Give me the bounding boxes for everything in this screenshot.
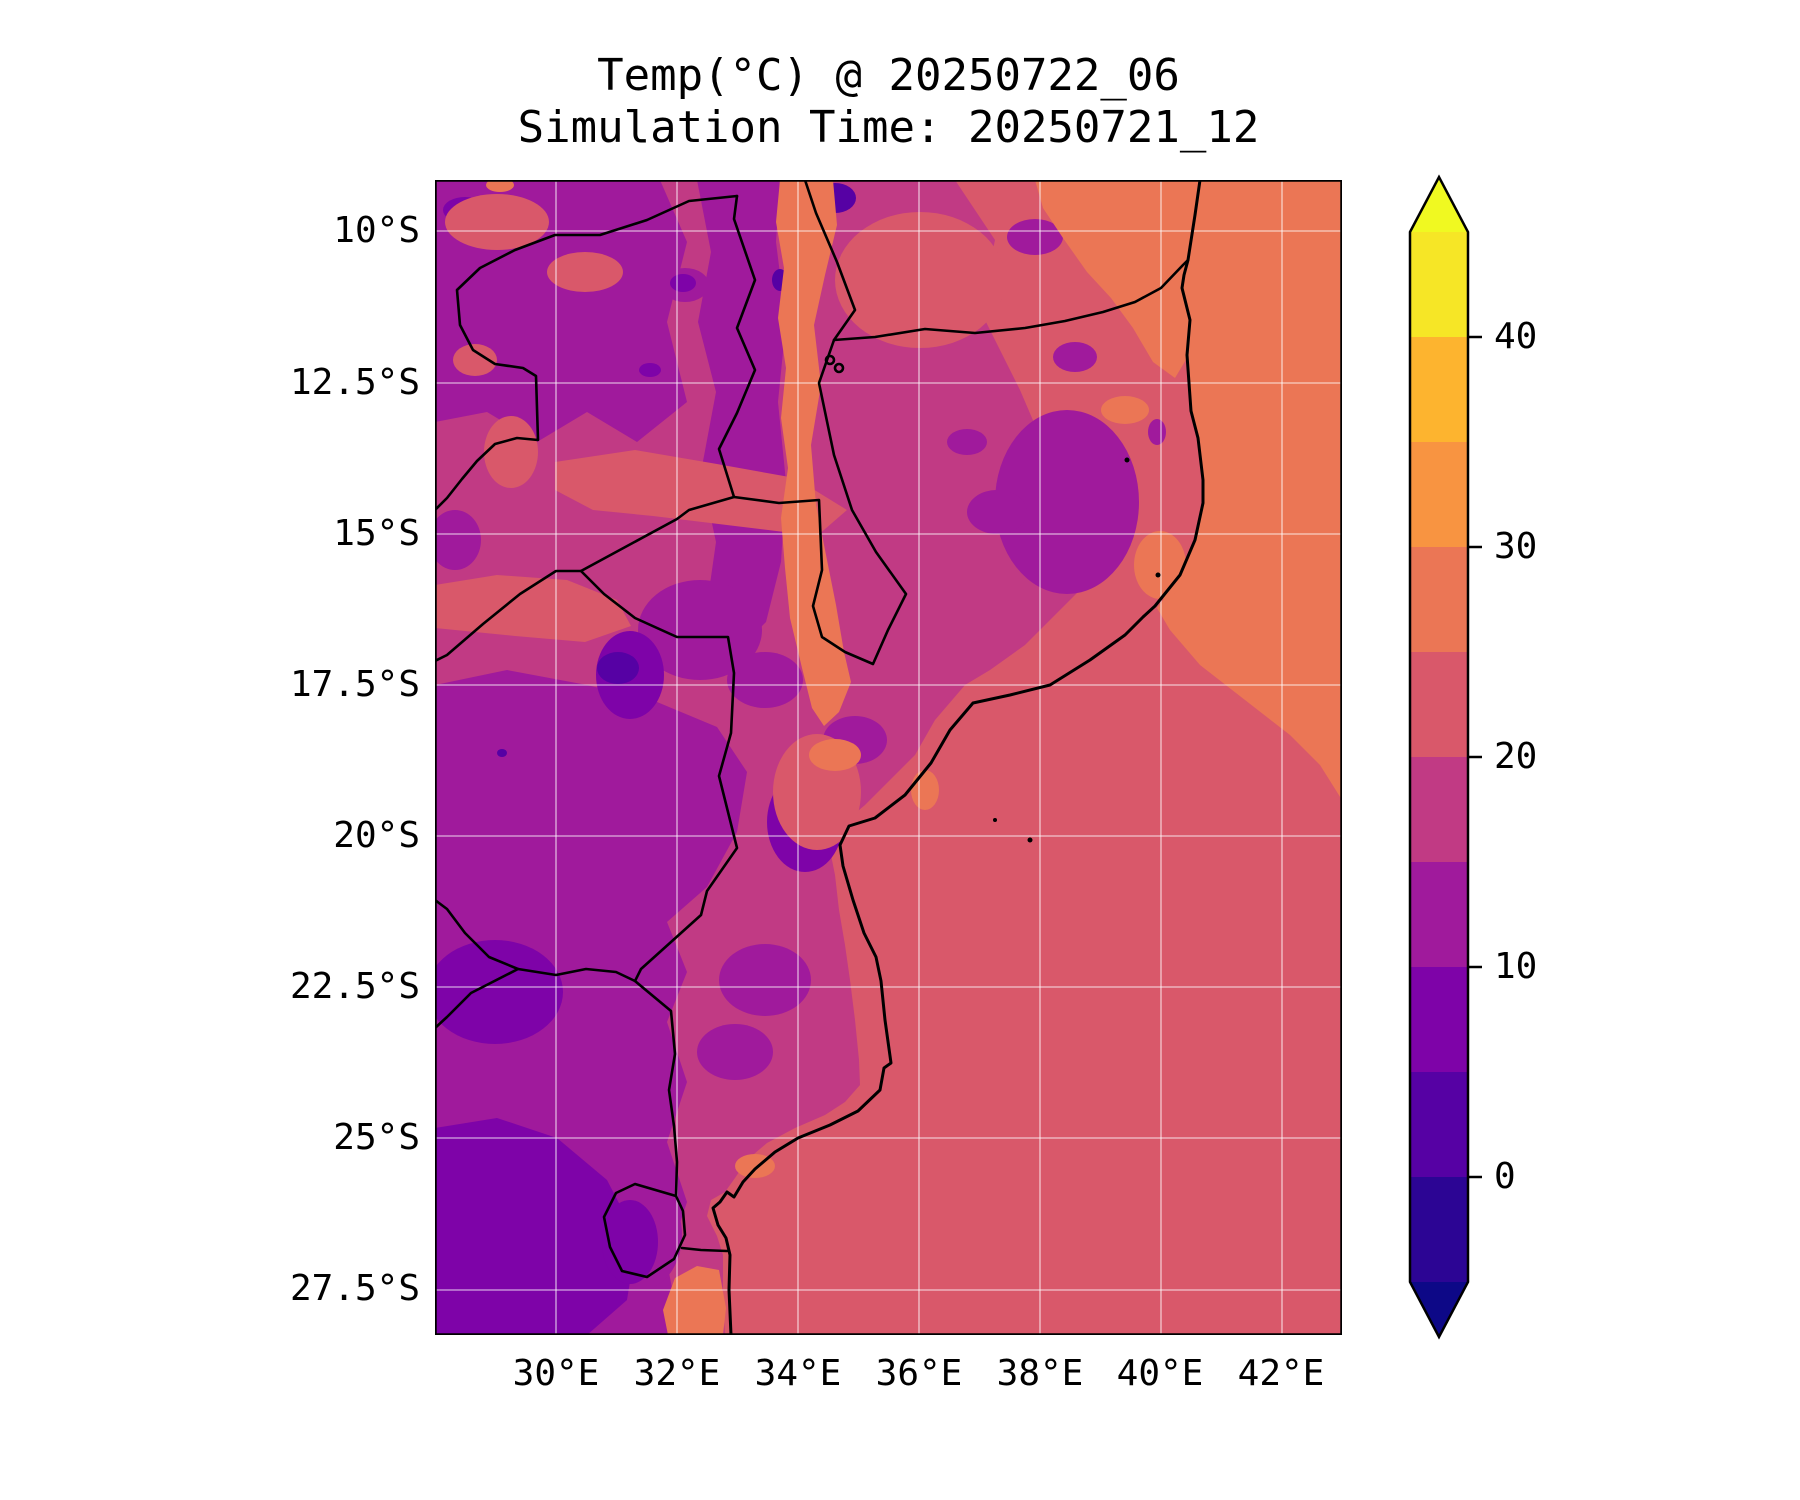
- map-plot: [435, 180, 1342, 1335]
- contour-regions-20-25-land: [435, 194, 1005, 850]
- lat-tick-17-5s: 17.5°S: [289, 664, 420, 705]
- island-chizumulu: [833, 362, 845, 374]
- lat-tick-25s: 25°S: [333, 1117, 420, 1158]
- contour-regions-25-30: [486, 180, 1197, 1335]
- border-southafrica-botswana: [435, 967, 520, 1030]
- border-rovuma-tanzania-mozambique: [832, 258, 1190, 342]
- colorbar-outline: [1408, 174, 1470, 1340]
- colorbar-seg-30-35: [1410, 442, 1468, 547]
- colorbar-seg-35-40: [1410, 337, 1468, 442]
- country-borders: [435, 180, 1190, 1279]
- border-tanzania-zambia-drc: [435, 194, 739, 512]
- plot-title-line1: Temp(°C) @ 20250722_06: [597, 50, 1180, 101]
- colorbar-seg-20-25: [1410, 652, 1468, 757]
- colorbar-arrow-over: [1410, 177, 1468, 232]
- contour-region-ocean-ne-warm: [1157, 180, 1342, 800]
- colorbar-seg-m5-0: [1410, 1177, 1468, 1282]
- lon-tick-38e: 38°E: [996, 1353, 1084, 1394]
- border-eswatini-outline: [602, 1182, 687, 1279]
- border-malawi-outline: [717, 180, 908, 666]
- border-zambia-mozambique-zimbabwe: [435, 495, 736, 663]
- lon-tick-34e: 34°E: [754, 1353, 842, 1394]
- graticule-gridlines: [435, 180, 1342, 1335]
- lat-tick-12-5s: 12.5°S: [289, 362, 420, 403]
- border-zimbabwe-east: [579, 569, 739, 983]
- colorbar-tick-30: 30: [1494, 526, 1538, 567]
- border-kruger-mozambique-southafrica: [633, 979, 679, 1198]
- colorbar-tick-marks: [1468, 335, 1482, 1179]
- colorbar-seg-5-10: [1410, 967, 1468, 1072]
- lat-tick-20s: 20°S: [333, 815, 420, 856]
- lon-tick-42e: 42°E: [1237, 1353, 1325, 1394]
- lat-tick-15s: 15°S: [333, 513, 420, 554]
- colorbar: [1408, 174, 1482, 1340]
- colorbar-seg-15-20: [1410, 757, 1468, 862]
- lon-tick-32e: 32°E: [633, 1353, 721, 1394]
- colorbar-tick-10: 10: [1494, 946, 1538, 987]
- colorbar-seg-0-5: [1410, 1072, 1468, 1177]
- lon-tick-30e: 30°E: [512, 1353, 600, 1394]
- colorbar-seg-25-30: [1410, 547, 1468, 652]
- colorbar-tick-20: 20: [1494, 736, 1538, 777]
- colorbar-seg-10-15: [1410, 862, 1468, 967]
- colorbar-tick-0: 0: [1494, 1156, 1516, 1197]
- lat-tick-27-5s: 27.5°S: [289, 1268, 420, 1309]
- plot-title-line2: Simulation Time: 20250721_12: [517, 102, 1260, 153]
- coastline: [711, 180, 1205, 1335]
- colorbar-arrow-under: [1410, 1282, 1468, 1337]
- lon-tick-36e: 36°E: [875, 1353, 963, 1394]
- border-southafrica-mozambique-south: [680, 1246, 729, 1253]
- islet-dot-3: [1027, 837, 1033, 843]
- islet-dot-1: [1155, 572, 1161, 578]
- islet-dot-2: [1124, 457, 1130, 463]
- islet-dot-4: [993, 818, 997, 822]
- colorbar-seg-40-45: [1410, 232, 1468, 337]
- lon-tick-40e: 40°E: [1116, 1353, 1204, 1394]
- island-likoma: [824, 354, 836, 366]
- lat-tick-22-5s: 22.5°S: [289, 966, 420, 1007]
- colorbar-tick-40: 40: [1494, 316, 1538, 357]
- lat-tick-10s: 10°S: [333, 210, 420, 251]
